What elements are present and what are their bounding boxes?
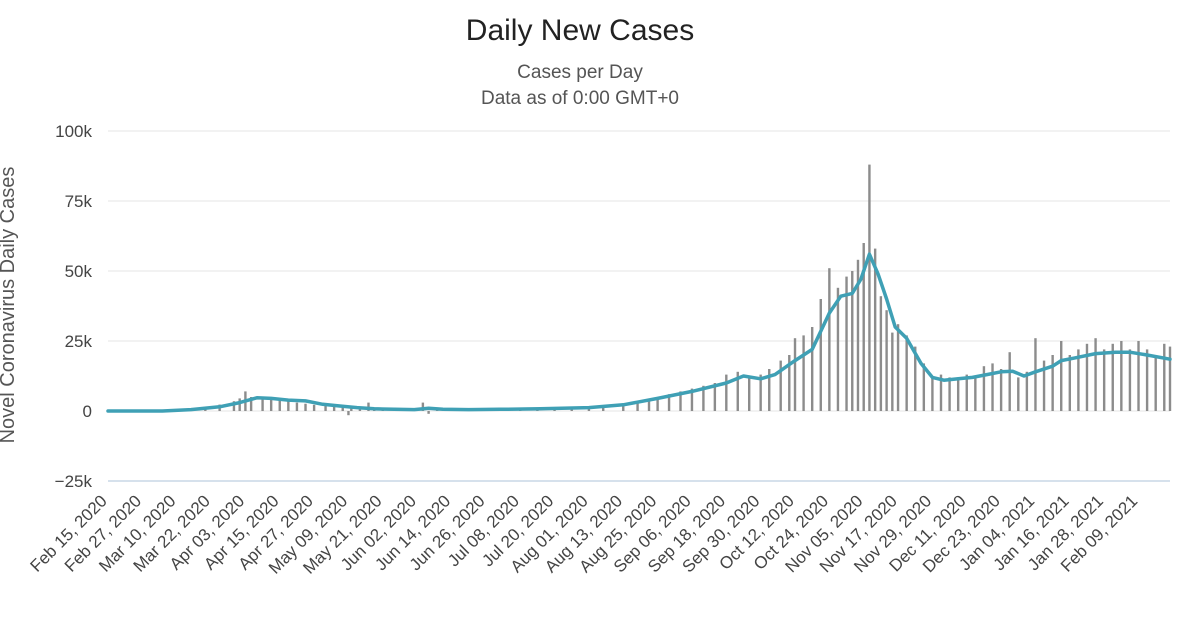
daily-case-bar	[1137, 341, 1140, 411]
daily-case-bar	[332, 406, 336, 411]
daily-case-bar	[836, 287, 840, 411]
daily-case-bar	[324, 405, 327, 411]
daily-case-bar	[768, 369, 771, 411]
daily-case-bar	[312, 404, 316, 411]
daily-case-bar	[278, 398, 281, 411]
daily-case-bar	[1094, 338, 1097, 411]
daily-case-bar	[914, 346, 917, 411]
daily-case-bar	[647, 399, 651, 411]
chart-title: Daily New Cases	[466, 14, 694, 47]
daily-case-bar	[1145, 349, 1149, 411]
daily-case-bar	[793, 338, 797, 411]
daily-case-bar	[845, 276, 848, 411]
daily-case-bar	[690, 388, 694, 411]
daily-case-bar	[1128, 349, 1132, 411]
daily-case-bar	[868, 164, 871, 411]
daily-case-bar	[879, 296, 883, 411]
daily-case-bar	[851, 271, 854, 411]
daily-case-bar	[1051, 355, 1054, 411]
daily-case-bar	[1017, 377, 1020, 411]
daily-case-bar	[779, 360, 782, 411]
daily-case-bar	[736, 371, 739, 411]
daily-case-bar	[269, 399, 273, 411]
daily-case-bar	[1102, 349, 1106, 411]
daily-case-bar	[788, 355, 791, 411]
daily-case-bar	[982, 366, 986, 411]
daily-case-bar	[287, 400, 290, 411]
daily-case-bar	[1111, 343, 1114, 411]
daily-case-bar	[862, 243, 865, 411]
y-tick-label: 25k	[65, 332, 93, 351]
moving-average-line	[106, 252, 1172, 413]
daily-case-bar	[931, 377, 934, 411]
daily-case-bar	[358, 408, 362, 411]
daily-case-bar	[856, 259, 860, 411]
bar-series	[106, 164, 1172, 416]
daily-case-bar	[602, 405, 605, 411]
daily-case-bar	[421, 402, 425, 411]
chart-subtitle-line-1: Cases per Day	[517, 62, 643, 83]
daily-case-bar	[1025, 371, 1029, 411]
daily-case-bar	[828, 268, 831, 411]
daily-case-bar	[956, 377, 960, 411]
daily-case-bar	[1163, 343, 1166, 411]
daily-case-bar	[656, 397, 659, 411]
daily-case-bar	[819, 299, 822, 411]
daily-case-bar	[702, 385, 705, 411]
daily-case-bar	[1068, 355, 1072, 411]
y-axis-title: Novel Coronavirus Daily Cases	[0, 167, 19, 444]
daily-case-bar	[1034, 338, 1037, 411]
daily-case-bar	[427, 411, 430, 414]
daily-case-bar	[885, 310, 888, 411]
grid-layer: 100k 75k 50k 25k 0 −25k	[55, 122, 1170, 491]
daily-case-bar	[636, 401, 639, 411]
daily-case-bar	[1060, 341, 1063, 411]
daily-case-bar	[1154, 355, 1157, 411]
daily-case-bar	[1168, 346, 1172, 411]
daily-case-bar	[905, 335, 908, 411]
moving-average-series	[106, 252, 1172, 413]
y-tick-label: 75k	[65, 192, 93, 211]
y-tick-label: −25k	[55, 472, 93, 491]
daily-case-bar	[759, 374, 762, 411]
daily-case-bar	[965, 374, 968, 411]
daily-case-bar	[922, 363, 926, 411]
daily-case-bar	[802, 335, 805, 411]
daily-case-bar	[1008, 352, 1011, 411]
daily-case-bar	[667, 394, 671, 411]
daily-case-bar	[1085, 343, 1089, 411]
y-tick-label: 50k	[65, 262, 93, 281]
daily-case-bar	[249, 397, 253, 411]
daily-case-bar	[939, 374, 943, 411]
daily-case-bar	[1120, 341, 1123, 411]
daily-case-bar	[295, 402, 299, 411]
daily-case-bar	[1077, 349, 1080, 411]
daily-case-bar	[261, 397, 264, 411]
daily-case-bar	[347, 411, 350, 416]
daily-case-bar	[725, 374, 728, 411]
daily-case-bar	[896, 324, 900, 411]
daily-case-bar	[873, 248, 877, 411]
daily-case-bar	[679, 391, 682, 411]
daily-case-bar	[999, 369, 1003, 411]
daily-case-bar	[1042, 360, 1046, 411]
y-tick-label: 100k	[55, 122, 92, 141]
daily-case-bar	[974, 377, 977, 411]
daily-case-bar	[991, 363, 994, 411]
daily-case-bar	[304, 403, 307, 411]
chart-subtitle-line-2: Data as of 0:00 GMT+0	[481, 88, 679, 109]
daily-case-bar	[748, 377, 751, 411]
daily-case-bar	[810, 327, 814, 411]
y-tick-label: 0	[83, 402, 92, 421]
daily-case-bar	[948, 377, 951, 411]
daily-case-bar	[232, 401, 236, 411]
daily-case-bar	[350, 408, 353, 411]
daily-case-bar	[891, 332, 894, 411]
daily-case-bar	[238, 398, 241, 411]
daily-case-bar	[341, 407, 344, 411]
daily-case-bar	[622, 404, 625, 411]
daily-case-bar	[713, 383, 717, 411]
